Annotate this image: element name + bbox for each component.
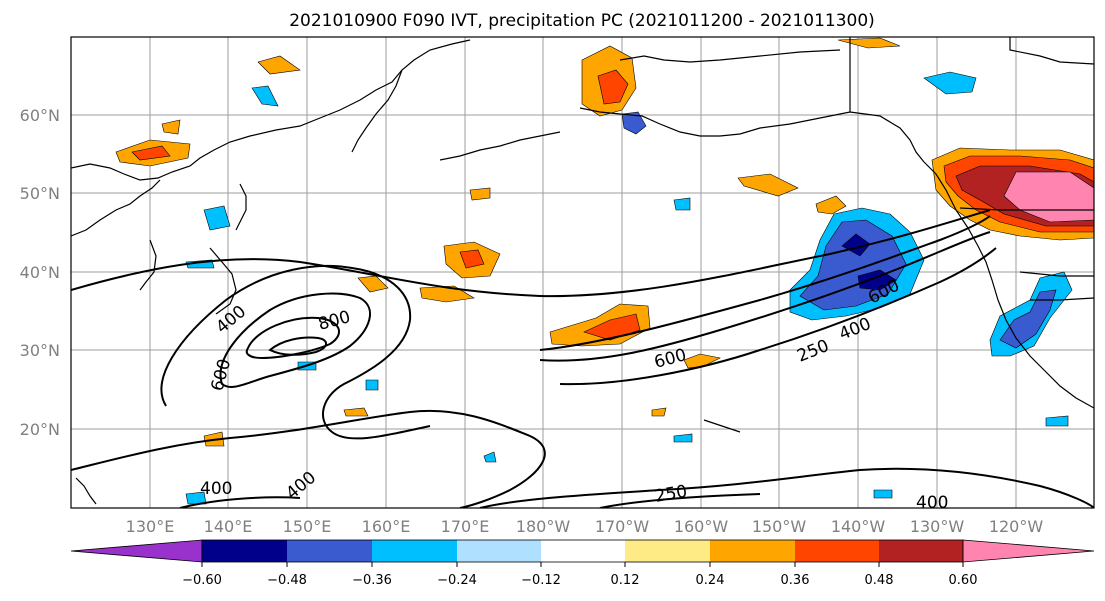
colorbar-ticks: [201, 562, 964, 567]
colorbar-tick-label: −0.60: [182, 573, 222, 588]
precip-negative-small-11: [483, 451, 497, 463]
precip-negative-small-8: [365, 379, 379, 391]
lon-label: 160°E: [362, 517, 411, 536]
colorbar-tick-label: −0.24: [437, 573, 477, 588]
lat-label: 40°N: [20, 263, 60, 282]
precip-negative-small-10: [1045, 415, 1069, 427]
precip-negative-alaska-interior: [923, 71, 977, 95]
contour-label: 400: [200, 479, 232, 499]
colorbar-segment: [202, 540, 287, 562]
colorbar: −0.60 −0.48 −0.36 −0.24 −0.12 0.12 0.24 …: [70, 539, 1095, 588]
precip-positive-small-3: [469, 187, 491, 201]
colorbar-segment: [457, 540, 541, 562]
precip-positive-aleutians-core: [597, 69, 629, 105]
precip-positive-kuril: [257, 55, 301, 75]
precip-negative-small-6: [185, 491, 207, 505]
colorbar-segment: [795, 540, 879, 562]
coastlines: [71, 37, 1094, 505]
precip-positive-subtropic-west: [357, 275, 389, 293]
colorbar-segment: [625, 540, 710, 562]
lon-label: 150°E: [283, 517, 332, 536]
colorbar-frame: [201, 539, 964, 563]
lon-label: 130°W: [910, 517, 965, 536]
longitude-labels: 130°E 140°E 150°E 160°E 170°E 180°W 170°…: [126, 517, 1044, 536]
lon-label: 140°W: [831, 517, 886, 536]
precip-positive-hawaii-north: [683, 353, 721, 369]
precip-pc-shading: [115, 37, 1094, 505]
precip-negative-small-9: [873, 489, 893, 499]
lon-label: 170°W: [595, 517, 650, 536]
lat-label: 20°N: [20, 420, 60, 439]
colorbar-segment: [287, 540, 372, 562]
colorbar-segment: [710, 540, 795, 562]
precip-negative-small-4: [673, 197, 691, 211]
precip-positive-small-5: [651, 407, 667, 417]
colorbar-tick-label: −0.48: [267, 573, 307, 588]
colorbar-tick-label: 0.24: [696, 573, 725, 588]
lon-label: 180°W: [516, 517, 571, 536]
latitude-labels: 60°N 50°N 40°N 30°N 20°N: [20, 106, 60, 439]
lat-label: 30°N: [20, 341, 60, 360]
precip-positive-sea-of-okhotsk-core: [131, 145, 171, 161]
precip-negative-small-7: [673, 433, 693, 443]
lon-label: 150°W: [752, 517, 807, 536]
colorbar-segment: [541, 540, 625, 562]
precip-negative-gulf-of-alaska-core2: [857, 269, 897, 291]
colorbar-segment: [879, 540, 963, 562]
precip-positive-small-1: [343, 407, 369, 417]
precip-positive-gulf-of-alaska: [815, 195, 847, 215]
ivt-contours: [71, 209, 1094, 508]
map-frame: [70, 36, 1095, 509]
map-title: 2021010900 F090 IVT, precipitation PC (2…: [289, 11, 875, 31]
lon-label: 130°E: [126, 517, 175, 536]
precip-positive-kamchatka: [161, 119, 181, 135]
precip-positive-small-4: [837, 37, 901, 49]
colorbar-extend-right: [962, 539, 1095, 563]
lon-label: 170°E: [441, 517, 490, 536]
precip-negative-bering: [621, 111, 647, 135]
lon-label: 120°W: [989, 517, 1044, 536]
colorbar-tick-label: −0.36: [352, 573, 392, 588]
precip-negative-small-2: [203, 205, 231, 231]
lat-label: 60°N: [20, 106, 60, 125]
lon-label: 160°W: [674, 517, 729, 536]
precip-negative-small-1: [251, 85, 279, 107]
colorbar-tick-label: 0.12: [611, 573, 640, 588]
colorbar-segment: [372, 540, 457, 562]
colorbar-extend-left: [70, 539, 203, 563]
colorbar-tick-label: 0.48: [865, 573, 894, 588]
colorbar-tick-label: −0.12: [521, 573, 561, 588]
precip-positive-aleutian-east: [737, 173, 799, 197]
lon-label: 140°E: [204, 517, 253, 536]
colorbar-tick-label: 0.36: [781, 573, 810, 588]
contour-label: 400: [916, 493, 948, 513]
colorbar-tick-label: 0.60: [949, 573, 978, 588]
lat-label: 50°N: [20, 184, 60, 203]
precip-positive-mid-pacific-north-core: [459, 249, 485, 269]
